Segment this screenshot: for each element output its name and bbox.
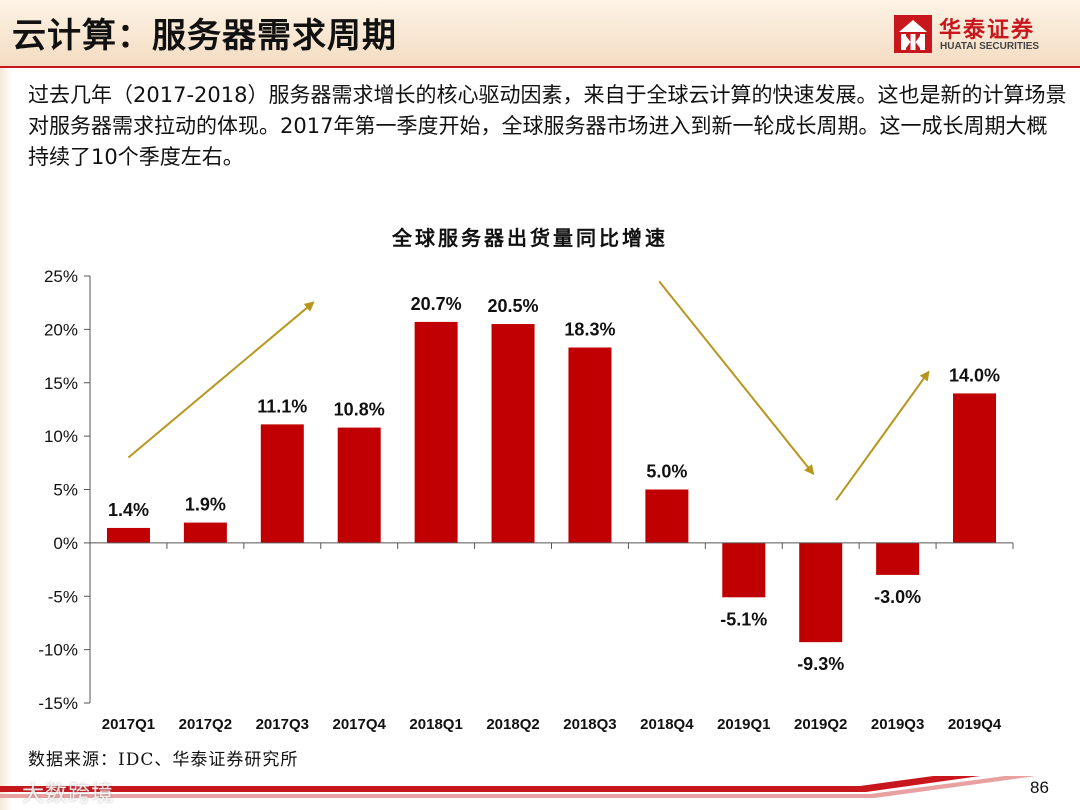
logo-english-name: HUATAI SECURITIES xyxy=(940,41,1040,52)
x-tick-label: 2018Q1 xyxy=(409,716,462,733)
bar-2019Q2 xyxy=(799,542,843,643)
y-tick-label: 20% xyxy=(44,320,78,339)
page-number: 86 xyxy=(1030,778,1049,797)
header-bar: 云计算：服务器需求周期 华泰证券 HUATAI SECURITIES xyxy=(0,0,1080,66)
x-tick-label: 2017Q2 xyxy=(179,716,232,733)
x-tick-label: 2019Q3 xyxy=(871,716,924,733)
x-tick-label: 2019Q1 xyxy=(717,716,770,733)
y-tick-label: 25% xyxy=(44,267,78,286)
huatai-logo-icon xyxy=(894,15,932,53)
data-label: 14.0% xyxy=(949,365,1000,385)
data-label: 5.0% xyxy=(646,462,687,482)
bar-2019Q3 xyxy=(876,542,920,575)
y-tick-label: 10% xyxy=(44,427,78,446)
y-tick-label: -10% xyxy=(38,641,78,660)
bar-2017Q1 xyxy=(106,527,150,543)
bar-2018Q1 xyxy=(414,321,458,543)
y-tick-label: 15% xyxy=(44,374,78,393)
data-label: 20.5% xyxy=(488,296,539,316)
bar-2018Q4 xyxy=(645,489,689,543)
y-tick-label: 0% xyxy=(53,534,78,553)
data-label: 1.4% xyxy=(108,500,149,520)
logo-chinese-name: 华泰证券 xyxy=(939,18,1036,43)
chart-title: 全球服务器出货量同比增速 xyxy=(392,226,668,250)
y-tick-label: -5% xyxy=(48,587,78,606)
huatai-logo: 华泰证券 HUATAI SECURITIES xyxy=(893,12,1063,58)
data-label: -5.1% xyxy=(720,609,767,629)
x-tick-label: 2017Q3 xyxy=(256,716,309,733)
trend-arrow xyxy=(658,280,815,476)
watermark: 大数跨境 xyxy=(22,782,115,807)
y-tick-label: -15% xyxy=(38,694,78,713)
y-tick-label: 5% xyxy=(53,481,78,500)
x-tick-label: 2019Q4 xyxy=(948,716,1002,733)
trend-arrow xyxy=(835,370,930,501)
x-tick-label: 2018Q2 xyxy=(486,716,539,733)
page-title: 云计算：服务器需求周期 xyxy=(12,16,397,56)
x-tick-label: 2019Q2 xyxy=(794,716,847,733)
bar-2017Q2 xyxy=(183,522,227,543)
data-label: 20.7% xyxy=(411,294,462,314)
data-label: -3.0% xyxy=(874,587,921,607)
x-tick-label: 2018Q3 xyxy=(563,716,616,733)
data-label: 10.8% xyxy=(334,400,385,420)
x-tick-label: 2017Q4 xyxy=(333,716,387,733)
bar-chart: 25% 20% 15% 10% 5% 0% -5% -10% -15% 1.4% 1.9% 11.1%… xyxy=(38,267,1014,733)
bar-2018Q2 xyxy=(491,324,535,543)
x-tick-label: 2018Q4 xyxy=(640,716,694,733)
header-divider xyxy=(0,66,1080,68)
bar-2018Q3 xyxy=(568,347,612,543)
data-label: -9.3% xyxy=(797,654,844,674)
bar-2019Q4 xyxy=(953,393,997,543)
bar-2017Q3 xyxy=(260,424,304,543)
data-label: 11.1% xyxy=(257,396,307,416)
data-label: 18.3% xyxy=(564,320,615,340)
footer-swoosh xyxy=(0,776,1036,798)
x-tick-label: 2017Q1 xyxy=(102,716,155,733)
data-label: 1.9% xyxy=(185,495,226,515)
intro-paragraph: 过去几年（2017-2018）服务器需求增长的核心驱动因素，来自于全球云计算的快… xyxy=(28,83,1067,169)
bar-2019Q1 xyxy=(722,542,766,598)
trend-arrow xyxy=(127,301,315,459)
left-edge-shade xyxy=(0,68,12,810)
bar-2017Q4 xyxy=(337,427,381,543)
data-source-note: 数据来源：IDC、华泰证券研究所 xyxy=(28,750,299,770)
